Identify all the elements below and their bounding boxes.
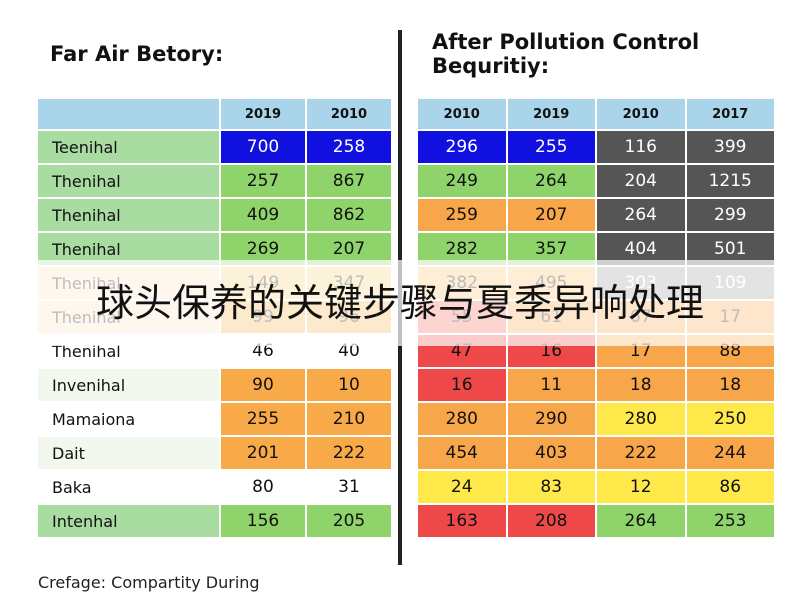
value-cell: 205: [305, 503, 393, 539]
row-label: Invenihal: [36, 367, 221, 403]
table-row: 24 83 12 86: [416, 469, 776, 505]
value-cell: 454: [416, 435, 508, 471]
value-cell: 257: [219, 163, 307, 199]
table-row: Mamaiona 255 210: [36, 401, 393, 437]
table-row: 163 208 264 253: [416, 503, 776, 539]
table-row: 259 207 264 299: [416, 197, 776, 233]
value-cell: 12: [595, 469, 687, 505]
value-cell: 258: [305, 129, 393, 165]
value-cell: 299: [684, 197, 776, 233]
value-cell: 222: [595, 435, 687, 471]
value-cell: 264: [595, 197, 687, 233]
value-cell: 163: [416, 503, 508, 539]
column-header: 2010: [416, 97, 508, 131]
value-cell: 222: [305, 435, 393, 471]
value-cell: 18: [684, 367, 776, 403]
table-row: Invenihal 90 10: [36, 367, 393, 403]
value-cell: 259: [416, 197, 508, 233]
value-cell: 280: [416, 401, 508, 437]
column-header: 2017: [684, 97, 776, 131]
overlay-banner-text: 球头保养的关键步骤与夏季异响处理: [95, 281, 704, 325]
row-label: Teenihal: [36, 129, 221, 165]
value-cell: 11: [505, 367, 597, 403]
right-table-title: After Pollution Control Bequritiy:: [432, 30, 700, 78]
value-cell: 250: [684, 401, 776, 437]
value-cell: 210: [305, 401, 393, 437]
value-cell: 18: [595, 367, 687, 403]
column-header: 2010: [305, 97, 393, 131]
value-cell: 280: [595, 401, 687, 437]
table-row: 454 403 222 244: [416, 435, 776, 471]
column-header: 2019: [505, 97, 597, 131]
header-blank-cell: [36, 97, 221, 131]
table-row: 16 11 18 18: [416, 367, 776, 403]
value-cell: 253: [684, 503, 776, 539]
row-label: Intenhal: [36, 503, 221, 539]
overlay-banner: [0, 260, 800, 346]
table-row: 249 264 204 1215: [416, 163, 776, 199]
value-cell: 249: [416, 163, 508, 199]
value-cell: 255: [505, 129, 597, 165]
value-cell: 264: [505, 163, 597, 199]
column-header: 2010: [595, 97, 687, 131]
column-header: 2019: [219, 97, 307, 131]
table-row: Intenhal 156 205: [36, 503, 393, 539]
value-cell: 201: [219, 435, 307, 471]
value-cell: 90: [219, 367, 307, 403]
value-cell: 31: [305, 469, 393, 505]
row-label: Baka: [36, 469, 221, 505]
table-row: Baka 80 31: [36, 469, 393, 505]
table-row: Teenihal 700 258: [36, 129, 393, 165]
value-cell: 83: [505, 469, 597, 505]
table-row: Dait 201 222: [36, 435, 393, 471]
value-cell: 255: [219, 401, 307, 437]
value-cell: 399: [684, 129, 776, 165]
table-row: 296 255 116 399: [416, 129, 776, 165]
table-row: Thenihal 257 867: [36, 163, 393, 199]
table-caption: Crefage: Compartity During: [38, 573, 260, 592]
value-cell: 1215: [684, 163, 776, 199]
value-cell: 862: [305, 197, 393, 233]
value-cell: 208: [505, 503, 597, 539]
value-cell: 290: [505, 401, 597, 437]
row-label: Thenihal: [36, 163, 221, 199]
value-cell: 204: [595, 163, 687, 199]
value-cell: 700: [219, 129, 307, 165]
value-cell: 86: [684, 469, 776, 505]
value-cell: 409: [219, 197, 307, 233]
row-label: Thenihal: [36, 197, 221, 233]
value-cell: 10: [305, 367, 393, 403]
value-cell: 403: [505, 435, 597, 471]
value-cell: 264: [595, 503, 687, 539]
table-row: 280 290 280 250: [416, 401, 776, 437]
value-cell: 207: [505, 197, 597, 233]
value-cell: 244: [684, 435, 776, 471]
left-header-row: 2019 2010: [36, 97, 393, 131]
left-table-title: Far Air Betory:: [50, 42, 224, 66]
row-label: Mamaiona: [36, 401, 221, 437]
value-cell: 116: [595, 129, 687, 165]
row-label: Dait: [36, 435, 221, 471]
right-header-row: 2010 2019 2010 2017: [416, 97, 776, 131]
value-cell: 156: [219, 503, 307, 539]
value-cell: 296: [416, 129, 508, 165]
value-cell: 867: [305, 163, 393, 199]
table-row: Thenihal 409 862: [36, 197, 393, 233]
value-cell: 24: [416, 469, 508, 505]
value-cell: 16: [416, 367, 508, 403]
value-cell: 80: [219, 469, 307, 505]
